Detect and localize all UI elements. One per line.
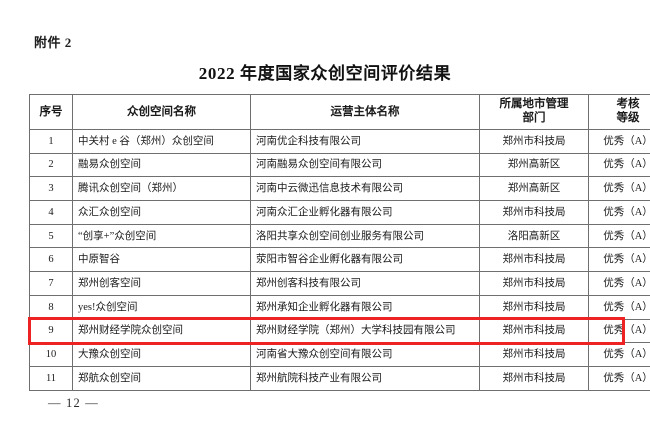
cell-operator: 郑州承知企业孵化器有限公司 [250,294,480,320]
cell-department: 郑州市科技局 [479,129,589,154]
cell-department: 郑州市科技局 [479,247,589,273]
table-row: 7 郑州创客空间 郑州创客科技有限公司 郑州市科技局 优秀（A） [29,271,650,296]
cell-index: 4 [29,200,73,225]
table-row: 1 中关村 e 谷（郑州）众创空间 河南优企科技有限公司 郑州市科技局 优秀（A） [29,129,650,154]
cell-operator: 郑州创客科技有限公司 [250,271,480,296]
cell-space-name: 郑州创客空间 [72,271,251,296]
cell-space-name: 郑州财经学院众创空间 [72,318,251,344]
page-title: 2022 年度国家众创空间评价结果 [198,64,452,83]
cell-space-name: 腾讯众创空间（郑州） [72,176,251,202]
cell-index: 11 [29,365,73,391]
column-header-department-line2: 部门 [522,112,546,124]
cell-operator: 河南融易众创空间有限公司 [250,152,480,178]
cell-department: 洛阳高新区 [479,223,589,249]
cell-grade: 优秀（A） [588,129,650,154]
cell-space-name: 中原智谷 [72,247,251,273]
cell-index: 7 [29,271,73,296]
cell-operator: 河南众汇企业孵化器有限公司 [250,200,480,225]
cell-index: 1 [29,129,73,154]
column-header-index: 序号 [29,94,73,130]
cell-space-name: 大豫众创空间 [72,342,251,367]
cell-department: 郑州高新区 [479,176,589,202]
cell-grade: 优秀（A） [588,365,650,391]
table-row: 5 “创享+”众创空间 洛阳共享众创空间创业服务有限公司 洛阳高新区 优秀（A） [29,223,650,249]
column-header-space-name: 众创空间名称 [72,94,251,130]
cell-department: 郑州市科技局 [479,342,589,367]
cell-space-name: “创享+”众创空间 [72,223,251,249]
cell-index: 5 [29,223,73,249]
table-row: 6 中原智谷 荥阳市智谷企业孵化器有限公司 郑州市科技局 优秀（A） [29,247,650,273]
cell-operator: 郑州财经学院（郑州）大学科技园有限公司 [250,318,480,344]
table-row: 3 腾讯众创空间（郑州） 河南中云微迅信息技术有限公司 郑州高新区 优秀（A） [29,176,650,202]
attachment-label: 附件 2 [34,35,72,50]
cell-department: 郑州市科技局 [479,318,589,344]
cell-space-name: yes!众创空间 [72,294,251,320]
cell-operator: 河南省大豫众创空间有限公司 [250,342,480,367]
table-body: 1 中关村 e 谷（郑州）众创空间 河南优企科技有限公司 郑州市科技局 优秀（A） 2 融易… [29,129,650,391]
table-row: 8 yes!众创空间 郑州承知企业孵化器有限公司 郑州市科技局 优秀（A） [29,294,650,320]
evaluation-results-table: 序号 众创空间名称 运营主体名称 所属地市管理 部门 考核 等级 1 中关村 e … [29,94,650,391]
table-header: 序号 众创空间名称 运营主体名称 所属地市管理 部门 考核 等级 [29,94,650,130]
table-header-row: 序号 众创空间名称 运营主体名称 所属地市管理 部门 考核 等级 [29,94,650,130]
cell-space-name: 融易众创空间 [72,152,251,178]
cell-grade: 优秀（A） [588,223,650,249]
cell-department: 郑州市科技局 [479,365,589,391]
cell-grade: 优秀（A） [588,200,650,225]
column-header-department-line1: 所属地市管理 [499,98,569,111]
cell-operator: 郑州航院科技产业有限公司 [250,365,480,391]
cell-operator: 洛阳共享众创空间创业服务有限公司 [250,223,480,249]
cell-index: 9 [29,318,73,344]
cell-grade: 优秀（A） [588,294,650,320]
cell-grade: 优秀（A） [588,152,650,178]
cell-space-name: 中关村 e 谷（郑州）众创空间 [72,129,251,154]
results-table-container: 序号 众创空间名称 运营主体名称 所属地市管理 部门 考核 等级 1 中关村 e … [29,94,650,391]
cell-operator: 河南中云微迅信息技术有限公司 [250,176,480,202]
cell-index: 6 [29,247,73,273]
cell-operator: 河南优企科技有限公司 [250,129,480,154]
cell-grade: 优秀（A） [588,176,650,202]
cell-index: 2 [29,152,73,178]
cell-space-name: 郑航众创空间 [72,365,251,391]
cell-operator: 荥阳市智谷企业孵化器有限公司 [250,247,480,273]
column-header-grade: 考核 等级 [588,94,650,130]
cell-space-name: 众汇众创空间 [72,200,251,225]
cell-index: 3 [29,176,73,202]
column-header-grade-line2: 等级 [616,112,640,124]
column-header-grade-line1: 考核 [616,98,640,111]
table-row: 2 融易众创空间 河南融易众创空间有限公司 郑州高新区 优秀（A） [29,152,650,178]
cell-grade: 优秀（A） [588,318,650,344]
cell-department: 郑州市科技局 [479,200,589,225]
column-header-department: 所属地市管理 部门 [479,94,589,130]
cell-department: 郑州市科技局 [479,271,589,296]
page-number-footer: — 12 — [48,396,99,410]
cell-department: 郑州高新区 [479,152,589,178]
table-row: 4 众汇众创空间 河南众汇企业孵化器有限公司 郑州市科技局 优秀（A） [29,200,650,225]
cell-index: 10 [29,342,73,367]
cell-grade: 优秀（A） [588,247,650,273]
cell-index: 8 [29,294,73,320]
table-row: 10 大豫众创空间 河南省大豫众创空间有限公司 郑州市科技局 优秀（A） [29,342,650,367]
column-header-operator: 运营主体名称 [250,94,480,130]
cell-department: 郑州市科技局 [479,294,589,320]
table-row: 9 郑州财经学院众创空间 郑州财经学院（郑州）大学科技园有限公司 郑州市科技局 优秀（A… [29,318,650,344]
table-row: 11 郑航众创空间 郑州航院科技产业有限公司 郑州市科技局 优秀（A） [29,365,650,391]
cell-grade: 优秀（A） [588,271,650,296]
cell-grade: 优秀（A） [588,342,650,367]
